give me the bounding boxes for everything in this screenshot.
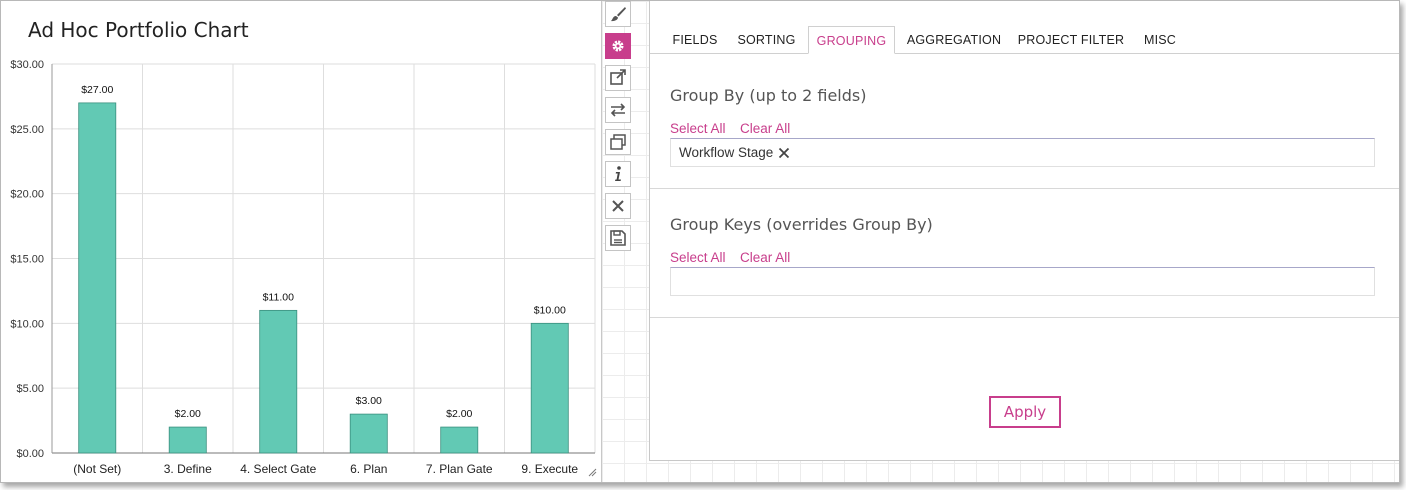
apply-button[interactable]: Apply — [989, 396, 1061, 428]
open-external-button[interactable] — [605, 65, 631, 91]
bar — [440, 426, 479, 454]
bar-value-label: $27.00 — [81, 84, 113, 96]
y-tick-label: $0.00 — [16, 448, 44, 460]
tab-grouping[interactable]: GROUPING — [808, 26, 895, 54]
y-tick-label: $30.00 — [10, 59, 44, 71]
group-keys-field-box[interactable] — [670, 267, 1375, 296]
resize-grip-icon[interactable] — [587, 467, 597, 477]
chart-title: Ad Hoc Portfolio Chart — [28, 18, 249, 42]
windows-button[interactable] — [605, 129, 631, 155]
x-tick-label: 9. Execute — [521, 462, 578, 476]
x-tick-label: 3. Define — [164, 462, 212, 476]
tab-bar: FIELDS SORTING GROUPING AGGREGATION PROJ… — [650, 26, 1399, 54]
info-button[interactable] — [605, 161, 631, 187]
gear-icon — [612, 40, 624, 52]
section-divider — [650, 317, 1399, 318]
swap-arrows-icon — [610, 103, 626, 117]
x-tick-label: 4. Select Gate — [240, 462, 316, 476]
windows-icon — [610, 134, 626, 150]
bar-value-label: $11.00 — [263, 291, 294, 303]
tab-misc[interactable]: MISC — [1143, 33, 1177, 47]
bar-value-label: $2.00 — [446, 408, 472, 420]
swap-button[interactable] — [605, 97, 631, 123]
bar — [530, 322, 569, 454]
y-tick-label: $20.00 — [10, 189, 44, 201]
y-tick-label: $25.00 — [10, 124, 44, 136]
chart-panel: Ad Hoc Portfolio Chart $0.00 $5.00 $10.00 $… — [1, 1, 602, 482]
group-by-title: Group By (up to 2 fields) — [670, 86, 867, 105]
y-tick-label: $10.00 — [10, 318, 44, 330]
y-tick-label: $15.00 — [10, 254, 44, 266]
close-button[interactable] — [605, 193, 631, 219]
info-icon — [615, 166, 621, 181]
bar-value-label: $3.00 — [356, 395, 382, 407]
x-tick-label: 6. Plan — [350, 462, 387, 476]
y-tick-label: $5.00 — [16, 383, 44, 395]
remove-chip-icon[interactable] — [778, 147, 790, 159]
group-by-chip-label: Workflow Stage — [679, 145, 774, 160]
bar-value-label: $10.00 — [534, 304, 566, 316]
bar-value-label: $2.00 — [175, 408, 201, 420]
x-tick-label: 7. Plan Gate — [426, 462, 493, 476]
bar-chart: $0.00 $5.00 $10.00 $15.00 $20.00 $25.00 $30.00… — [10, 59, 596, 476]
close-icon — [612, 200, 624, 212]
bar — [349, 413, 388, 454]
group-by-clear-all-link[interactable]: Clear All — [740, 121, 791, 136]
bar — [168, 426, 207, 454]
settings-button[interactable] — [605, 33, 631, 59]
paintbrush-icon — [611, 7, 626, 22]
tab-sorting[interactable]: SORTING — [737, 33, 796, 47]
paintbrush-button[interactable] — [605, 1, 631, 27]
tab-fields[interactable]: FIELDS — [672, 33, 718, 47]
tab-project-filter[interactable]: PROJECT FILTER — [1017, 33, 1125, 47]
settings-panel: FIELDS SORTING GROUPING AGGREGATION PROJ… — [649, 1, 1399, 461]
group-keys-select-all-link[interactable]: Select All — [670, 250, 726, 265]
group-keys-title: Group Keys (overrides Group By) — [670, 215, 933, 234]
group-keys-clear-all-link[interactable]: Clear All — [740, 250, 791, 265]
tab-aggregation[interactable]: AGGREGATION — [906, 33, 1002, 47]
group-by-field-box[interactable]: Workflow Stage — [670, 138, 1375, 167]
group-by-chip: Workflow Stage — [679, 145, 790, 160]
section-divider — [650, 188, 1399, 189]
save-button[interactable] — [605, 225, 631, 251]
external-link-icon — [610, 69, 626, 85]
bar — [259, 309, 298, 454]
bar — [78, 102, 117, 454]
group-by-select-all-link[interactable]: Select All — [670, 121, 726, 136]
save-icon — [610, 230, 626, 246]
x-tick-label: (Not Set) — [73, 462, 121, 476]
